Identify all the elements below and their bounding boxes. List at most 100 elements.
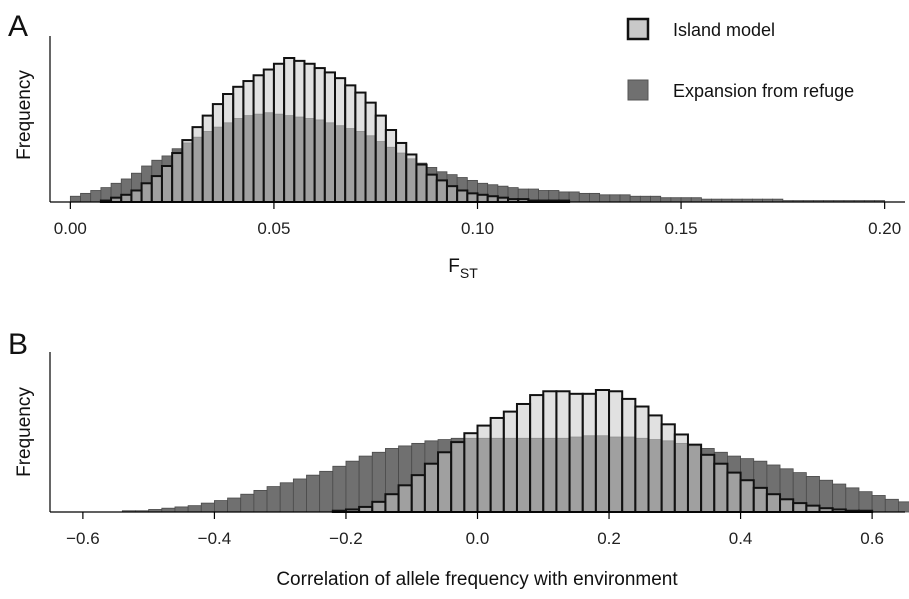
- panel-b-island-bar: [542, 390, 558, 514]
- panel-a-island-bar: [344, 84, 357, 203]
- panel-b-island-bar: [660, 423, 676, 513]
- panel-a-island-bar: [466, 192, 479, 204]
- panel-b-island-bar: [779, 498, 795, 513]
- panel-a-expansion-bar: [578, 192, 590, 203]
- panel-a-xlabel-sub: ST: [460, 265, 478, 281]
- panel-b-island-bar: [634, 405, 650, 514]
- panel-a-island-bar: [150, 175, 163, 204]
- panel-b-expansion-bar: [227, 497, 242, 513]
- panel-b-island-bar: [371, 500, 387, 514]
- panel-a-island-bar: [222, 93, 235, 203]
- panel-b-xlabel: Correlation of allele frequency with env…: [276, 569, 678, 590]
- panel-a-expansion-bar: [650, 195, 662, 203]
- panel-b-x-tick-label: −0.6: [66, 529, 100, 548]
- panel-a-expansion-bar: [680, 197, 692, 203]
- panel-b-x-tick-label: 0.6: [860, 529, 884, 548]
- panel-a-expansion-bar: [639, 195, 651, 203]
- panel-a-island-bar: [334, 77, 347, 203]
- panel-b: B Frequency −0.6 −0.4 −0.2 0.0 0.2 0.4 0.6 Cor…: [8, 328, 909, 590]
- panel-a-island-bar: [313, 67, 326, 203]
- panel-b-island-bar: [463, 432, 479, 514]
- panel-a-x-tick-label: 0.10: [461, 219, 494, 238]
- legend-label-island: Island model: [673, 20, 775, 40]
- panel-b-island-bar: [397, 484, 413, 513]
- panel-b-island-bar: [739, 479, 755, 513]
- panel-b-island-bar: [765, 493, 782, 514]
- panel-b-island-bar: [358, 505, 374, 513]
- panel-b-island-bar: [647, 414, 663, 513]
- panel-b-expansion-bar: [345, 460, 360, 513]
- panel-b-island-bar: [726, 471, 742, 513]
- panel-a-island-bar: [272, 62, 286, 204]
- panel-b-x-tick-label: −0.2: [329, 529, 363, 548]
- panel-a-x-tick-label: 0.20: [868, 219, 901, 238]
- panel-a-expansion-bar: [690, 197, 702, 203]
- panel-a-island-bar: [425, 173, 438, 203]
- panel-a-island-bar: [384, 129, 398, 203]
- panel-a-island-bar: [293, 59, 306, 203]
- panel-a-bars: [69, 57, 886, 204]
- panel-b-island-bar: [476, 424, 492, 514]
- panel-a-x-tick-label: 0.05: [257, 219, 290, 238]
- panel-a-expansion-bar: [670, 197, 682, 203]
- panel-b-expansion-bar: [884, 498, 899, 513]
- panel-b-expansion-bar: [319, 470, 334, 513]
- panel-b-letter: B: [8, 328, 28, 361]
- panel-a-expansion-bar: [619, 194, 631, 203]
- panel-a-island-bar: [364, 101, 377, 203]
- panel-a-island-bar: [303, 62, 316, 204]
- panel-b-x-tick-label: 0.0: [466, 529, 490, 548]
- panel-a-island-bar: [232, 85, 245, 203]
- panel-b-island-bar: [621, 397, 637, 514]
- panel-b-expansion-bar: [358, 455, 373, 513]
- panel-a-expansion-bar: [90, 190, 102, 203]
- panel-b-island-bar: [555, 390, 571, 514]
- panel-a-island-bar: [181, 139, 194, 203]
- panel-b-x-tick-label: 0.2: [597, 529, 621, 548]
- panel-a-expansion-bar: [80, 192, 92, 203]
- panel-b-island-bar: [423, 462, 440, 514]
- panel-b-expansion-bar: [240, 493, 255, 513]
- panel-b-island-bar: [384, 493, 400, 514]
- panel-a-x-tick-label: 0.00: [54, 219, 87, 238]
- panel-b-ylabel: Frequency: [14, 387, 35, 477]
- panel-b-expansion-bar: [292, 478, 307, 513]
- panel-b-expansion-bar: [187, 505, 202, 513]
- panel-a-island-bar: [120, 193, 133, 204]
- panel-a-expansion-bar: [629, 195, 641, 203]
- panel-b-island-bar: [410, 474, 426, 514]
- panel-b-expansion-bar: [174, 506, 189, 513]
- panel-a-expansion-bar: [599, 194, 611, 203]
- panel-a-island-bar: [496, 196, 510, 203]
- panel-a-island-bar: [395, 141, 408, 204]
- panel-a-expansion-bar: [568, 191, 580, 203]
- panel-a-island-bar: [354, 91, 367, 203]
- panel-b-island-bar: [700, 453, 716, 513]
- panel-a-island-bar: [374, 114, 387, 203]
- panel-a-island-bar: [323, 71, 337, 204]
- legend-swatch-island: [626, 17, 650, 41]
- panel-b-island-bar: [515, 402, 532, 513]
- panel-a-expansion-bar: [660, 197, 672, 203]
- panel-b-expansion-bar: [266, 486, 281, 513]
- panel-b-expansion-bar: [200, 502, 215, 513]
- panel-b-island-bar: [450, 441, 466, 513]
- panel-b-expansion-bar: [306, 474, 321, 513]
- panel-a-island-bar: [476, 193, 489, 204]
- panel-b-island-bar: [581, 392, 597, 513]
- panel-b-island-bar: [792, 502, 808, 513]
- panel-b-island-bar: [686, 443, 703, 514]
- panel-b-expansion-bar: [332, 465, 347, 513]
- panel-a-island-bar: [456, 189, 469, 203]
- panel-a-xlabel: FST: [448, 256, 478, 281]
- panel-b-island-bar: [805, 504, 821, 514]
- panel-a-island-bar: [110, 196, 123, 203]
- panel-b-island-bar: [529, 394, 545, 514]
- panel-a-island-bar: [160, 165, 174, 203]
- panel-b-island-bar: [752, 486, 768, 513]
- panel-b-expansion-bar: [832, 483, 847, 513]
- panel-a-island-bar: [262, 68, 275, 203]
- panel-a-letter: A: [8, 10, 28, 43]
- panel-b-x-tick-label: −0.4: [198, 529, 232, 548]
